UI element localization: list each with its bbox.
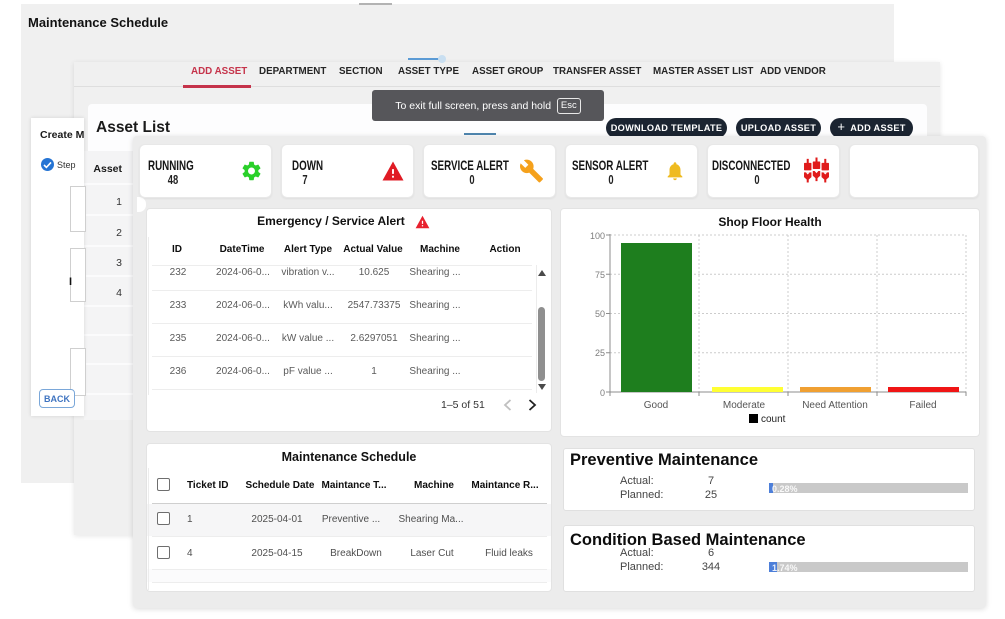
svg-text:100: 100 bbox=[590, 231, 605, 241]
svg-text:25: 25 bbox=[595, 348, 605, 358]
svg-text:Failed: Failed bbox=[909, 400, 936, 411]
svg-text:count: count bbox=[761, 414, 786, 425]
svg-text:Moderate: Moderate bbox=[723, 400, 766, 411]
svg-text:Need Attention: Need Attention bbox=[802, 400, 868, 411]
svg-text:0: 0 bbox=[600, 388, 605, 398]
svg-text:50: 50 bbox=[595, 309, 605, 319]
svg-text:Good: Good bbox=[644, 400, 668, 411]
svg-text:75: 75 bbox=[595, 270, 605, 280]
